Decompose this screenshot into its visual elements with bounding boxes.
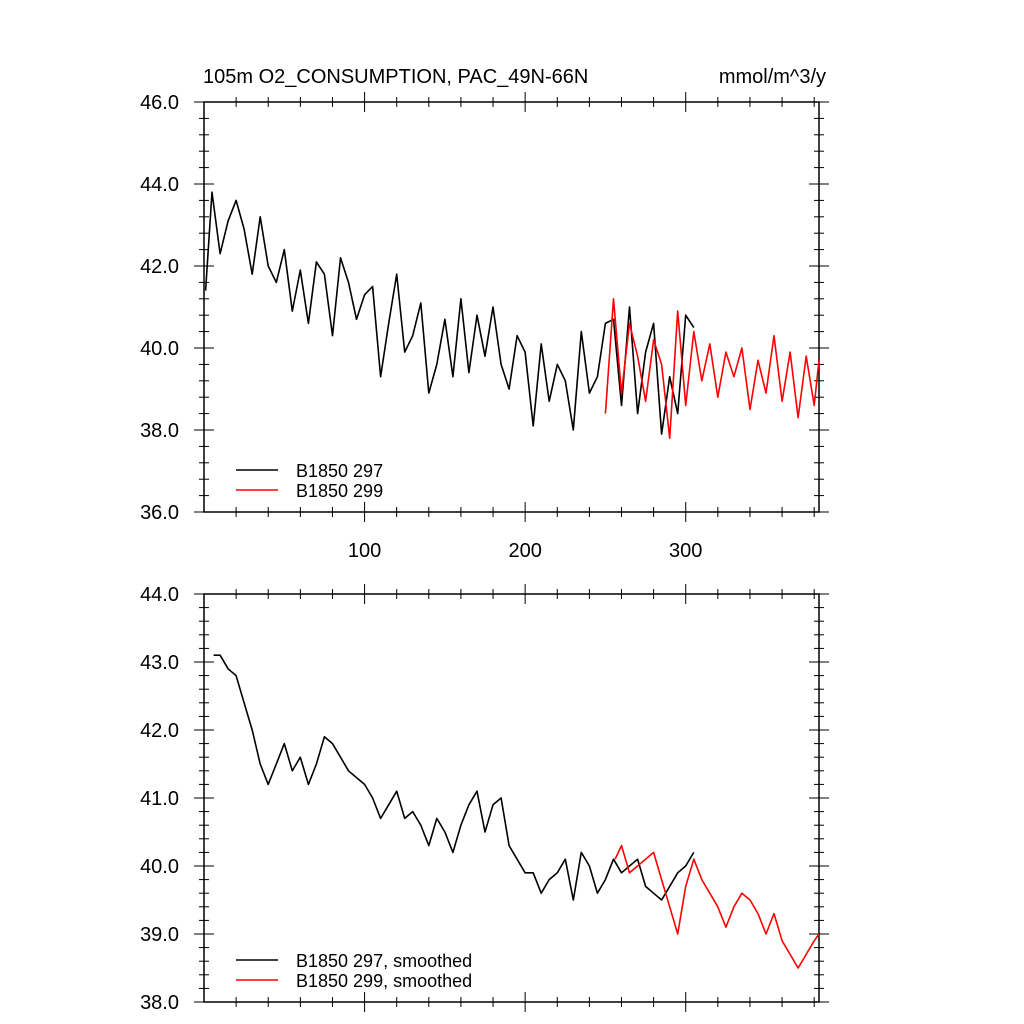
plot-frame xyxy=(203,101,820,513)
top-panel: 100 200 300 36.0 38.0 40.0 42.0 44.0 46.0 B1850 2… xyxy=(140,92,829,562)
legend-label-2: B1850 299 xyxy=(296,481,383,501)
y-tick-label: 44.0 xyxy=(140,174,179,196)
y-tick-label: 38.0 xyxy=(140,992,179,1014)
y-tick-label: 42.0 xyxy=(140,256,179,278)
y-tick-label: 43.0 xyxy=(140,652,179,674)
legend-label-2: B1850 299, smoothed xyxy=(296,971,472,991)
plot-frame xyxy=(203,593,820,1003)
chart-title: 105m O2_CONSUMPTION, PAC_49N-66N xyxy=(203,66,588,88)
y-tick-label: 38.0 xyxy=(140,420,179,442)
legend-label-1: B1850 297, smoothed xyxy=(296,951,472,971)
y-tick-label: 44.0 xyxy=(140,584,179,606)
x-tick-label: 100 xyxy=(348,540,381,562)
series-line-1 xyxy=(204,191,695,435)
y-tick-label: 40.0 xyxy=(140,856,179,878)
x-tick-label: 200 xyxy=(508,540,541,562)
series-line-2 xyxy=(614,844,820,969)
y-tick-label: 36.0 xyxy=(140,502,179,524)
x-tick-label: 300 xyxy=(669,540,702,562)
series-line-2 xyxy=(604,297,820,440)
y-tick-label: 42.0 xyxy=(140,720,179,742)
bottom-panel: 38.0 39.0 40.0 41.0 42.0 43.0 44.0 B1850 297, s… xyxy=(140,584,829,1014)
y-tick-label: 39.0 xyxy=(140,924,179,946)
y-tick-label: 41.0 xyxy=(140,788,179,810)
y-tick-label: 46.0 xyxy=(140,92,179,114)
series-line-1 xyxy=(213,654,695,901)
chart-units: mmol/m^3/y xyxy=(719,66,826,88)
legend-label-1: B1850 297 xyxy=(296,461,383,481)
y-tick-label: 40.0 xyxy=(140,338,179,360)
